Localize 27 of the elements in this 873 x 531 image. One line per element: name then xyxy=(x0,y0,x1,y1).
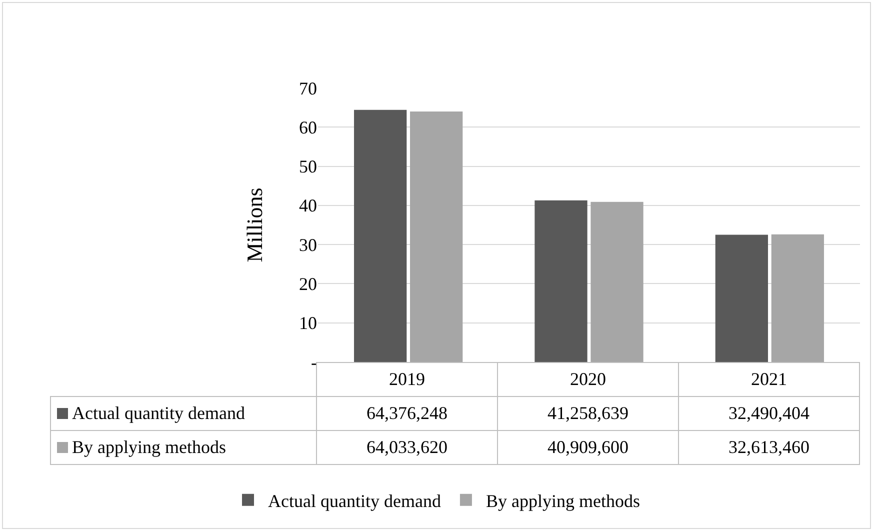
text: 40,909,600 xyxy=(498,430,678,464)
text: 32,613,460 xyxy=(678,430,860,464)
y-tick-label: 70 xyxy=(299,78,317,98)
text: By applying methods xyxy=(72,437,226,457)
bar xyxy=(534,200,588,362)
x-tick-label: 2019 xyxy=(316,362,498,396)
bar xyxy=(590,202,644,362)
y-tick-label: 50 xyxy=(299,156,317,177)
bar xyxy=(410,111,463,362)
text: 32,490,404 xyxy=(678,396,860,430)
x-tick-label: 2020 xyxy=(498,362,678,396)
y-tick-label: 20 xyxy=(299,274,317,294)
y-axis-title: Millions xyxy=(242,188,267,262)
y-tick-label: 60 xyxy=(299,117,317,138)
text: 41,258,639 xyxy=(498,396,678,430)
legend-label: Actual quantity demand xyxy=(50,396,316,430)
text: 64,376,248 xyxy=(316,396,498,430)
text: 64,033,620 xyxy=(316,430,498,464)
y-tick-label: 10 xyxy=(299,313,317,334)
bar xyxy=(715,234,768,362)
x-tick-label: 2021 xyxy=(678,362,860,396)
text: Actual quantity demand xyxy=(268,490,441,511)
legend-label: By applying methods xyxy=(486,490,640,511)
bar xyxy=(354,110,407,362)
y-tick-label: 40 xyxy=(299,196,317,216)
y-tick-label: 30 xyxy=(299,234,317,255)
bar xyxy=(771,234,824,362)
